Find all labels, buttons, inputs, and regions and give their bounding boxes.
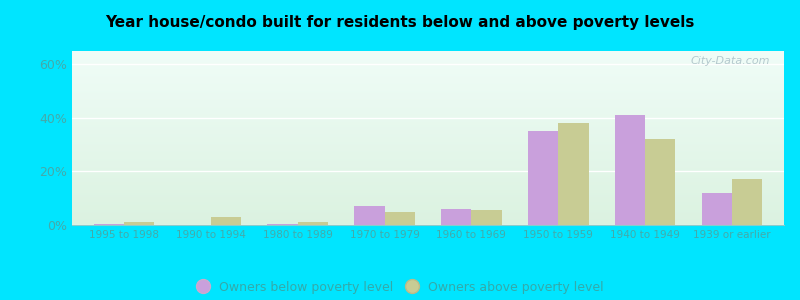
Bar	[471, 210, 502, 225]
Bar	[732, 179, 762, 225]
Bar	[558, 123, 589, 225]
Bar	[614, 115, 645, 225]
Bar	[354, 206, 385, 225]
Bar	[267, 224, 298, 225]
Bar	[124, 222, 154, 225]
Legend: Owners below poverty level, Owners above poverty level: Owners below poverty level, Owners above…	[196, 281, 604, 294]
Text: Year house/condo built for residents below and above poverty levels: Year house/condo built for residents bel…	[106, 15, 694, 30]
Bar	[441, 209, 471, 225]
Bar	[385, 212, 415, 225]
Bar	[645, 139, 675, 225]
Bar	[211, 217, 242, 225]
Bar	[298, 222, 328, 225]
Bar	[94, 224, 124, 225]
Bar	[528, 131, 558, 225]
Bar	[702, 193, 732, 225]
Text: City-Data.com: City-Data.com	[690, 56, 770, 66]
